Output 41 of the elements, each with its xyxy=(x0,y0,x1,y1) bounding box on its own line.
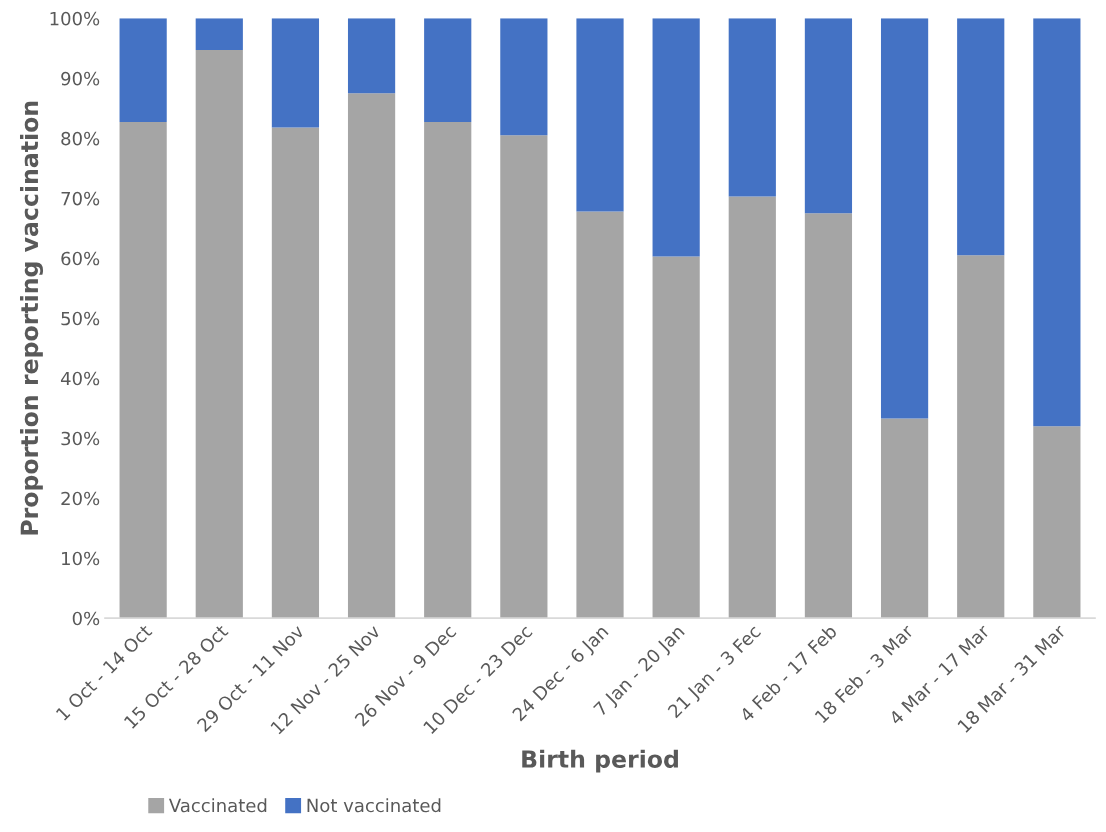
bar xyxy=(271,127,320,619)
y-tick-label: 50% xyxy=(61,311,100,326)
y-tick-label: 40% xyxy=(60,371,100,386)
bar xyxy=(728,196,776,619)
bar xyxy=(804,213,853,619)
y-tick-label: 70% xyxy=(61,191,100,206)
bar xyxy=(119,18,167,123)
bar xyxy=(576,211,624,619)
y-tick-label: 0% xyxy=(72,611,100,626)
y-axis-title: Proportion reporting vaccination xyxy=(20,101,44,535)
y-tick-label: 30% xyxy=(61,431,100,446)
y-tick-label: 80% xyxy=(61,131,100,146)
bar xyxy=(500,135,548,619)
bar xyxy=(195,50,243,619)
bar xyxy=(1033,18,1081,427)
bar xyxy=(195,18,243,51)
y-tick-label: 90% xyxy=(61,71,100,86)
y-tick-label: 100% xyxy=(50,11,100,26)
bar xyxy=(347,18,396,94)
legend-label: Not vaccinated xyxy=(307,798,441,813)
bar xyxy=(957,18,1005,256)
x-axis-title: Birth period xyxy=(522,749,678,773)
bar xyxy=(424,122,472,619)
bar xyxy=(652,18,700,257)
y-tick-label: 10% xyxy=(62,551,100,566)
bar xyxy=(880,418,929,619)
bar xyxy=(271,18,320,128)
bar xyxy=(652,256,700,619)
bar xyxy=(804,18,853,214)
y-tick-label: 60% xyxy=(61,251,100,266)
bar xyxy=(424,18,472,123)
bar xyxy=(880,18,929,419)
bar xyxy=(500,18,548,136)
bar xyxy=(119,122,167,619)
bar xyxy=(576,18,624,212)
bar xyxy=(728,18,776,197)
bar xyxy=(957,255,1005,619)
bar xyxy=(1033,426,1081,619)
y-tick-label: 20% xyxy=(61,491,100,506)
legend-label: Vaccinated xyxy=(168,798,267,813)
bar xyxy=(347,93,396,619)
